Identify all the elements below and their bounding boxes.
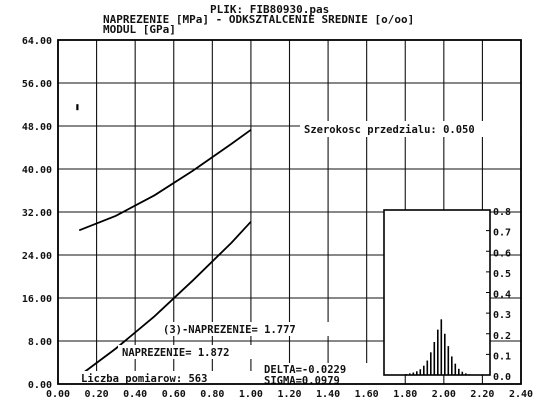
histogram-tick-label: 0.5: [493, 269, 511, 280]
histogram-bar: [468, 374, 471, 375]
histogram-tick-label: 0.2: [493, 331, 511, 342]
y-tick-label: 24.00: [22, 251, 52, 262]
histogram-bar: [416, 371, 418, 375]
plot-frame: [57, 39, 522, 385]
histogram-bar: [444, 333, 446, 375]
stats-bg: [260, 363, 370, 387]
bin-width-label: Szerokosc przedzialu: 0.050: [304, 124, 475, 136]
x-tick-label: 2.00: [432, 389, 456, 400]
x-tick-label: 0.80: [200, 389, 224, 400]
histogram-tick-label: 0.7: [493, 228, 511, 239]
x-tick-label: 0.40: [123, 389, 147, 400]
y-tick-label: 16.00: [22, 294, 52, 305]
histogram-bar: [423, 365, 425, 375]
y-tick-label: 48.00: [22, 122, 52, 133]
histogram-bar: [402, 374, 404, 376]
chart-title: NAPREZENIE [MPa] - ODKSZTALCENIE SREDNIE…: [103, 13, 414, 26]
sigma-label: SIGMA=0.0979: [264, 375, 340, 387]
x-tick-label: 0.20: [85, 389, 109, 400]
stress3-label: (3)-NAPREZENIE= 1.777: [163, 324, 296, 336]
x-tick-label: 2.20: [470, 389, 494, 400]
histogram-inset: 0.0 0.1 0.2 0.3 0.4 0.5 0.6 0.7 0.8: [383, 207, 511, 383]
y-tick-label: 56.00: [22, 79, 52, 90]
y-tick-label: 0.00: [28, 380, 52, 391]
x-tick-label: 1.40: [316, 389, 340, 400]
histogram-bar: [426, 360, 429, 375]
bin-width-bg: [300, 121, 528, 137]
histogram-bar: [405, 373, 408, 375]
main-series: [76, 104, 252, 377]
x-tick-label: 0.60: [162, 389, 186, 400]
histogram-bar: [440, 319, 443, 375]
file-name: PLIK: FIB80930.pas: [210, 3, 329, 16]
histogram-bar: [465, 373, 467, 375]
histogram-bar: [454, 363, 457, 375]
stress3-bg: [160, 322, 338, 336]
y-tick-label: 8.00: [28, 337, 52, 348]
histogram-bar: [461, 371, 464, 375]
histogram-bar: [419, 369, 422, 375]
histogram-tick-label: 0.3: [493, 310, 511, 321]
histogram-bar: [409, 373, 411, 375]
stress-bg: [118, 345, 278, 359]
x-tick-label: 1.20: [277, 389, 301, 400]
histogram-bar: [472, 374, 474, 376]
series-line-2: [78, 221, 252, 377]
x-tick-label: 1.80: [393, 389, 417, 400]
x-tick-label: 2.40: [509, 389, 533, 400]
chart-subtitle: MODUL [GPa]: [103, 23, 176, 36]
histogram-bar: [458, 368, 460, 375]
histogram-tick-label: 0.4: [493, 290, 511, 301]
x-tick-label: 1.00: [239, 389, 263, 400]
histogram-bar: [433, 342, 436, 375]
histogram-tick-label: 0.1: [493, 351, 511, 362]
histogram-tick-label: 0.0: [493, 372, 511, 383]
count-label: Liczba pomiarow: 563: [81, 373, 207, 385]
delta-label: DELTA=-0.0229: [264, 364, 346, 376]
y-tick-label: 40.00: [22, 165, 52, 176]
y-tick-label: 32.00: [22, 208, 52, 219]
stress-label: NAPREZENIE= 1.872: [122, 347, 229, 359]
series-line-1: [78, 129, 252, 232]
histogram-tick-label: 0.6: [493, 248, 511, 259]
histogram-tick-label: 0.8: [493, 207, 511, 218]
y-tick-label: 64.00: [22, 36, 52, 47]
count-bg: [78, 371, 264, 385]
histogram-bar: [451, 356, 453, 375]
main-tick-labels: 0.00 0.20 0.40 0.60 0.80 1.00 1.20 1.40 1.60 1.80…: [22, 36, 533, 400]
histogram-bar: [412, 372, 415, 375]
histogram-bar: [430, 352, 432, 375]
histogram-bar: [447, 346, 450, 375]
x-tick-label: 1.60: [355, 389, 379, 400]
x-tick-label: 0.00: [46, 389, 70, 400]
histogram-bar: [437, 329, 439, 375]
data-point: [76, 104, 79, 111]
